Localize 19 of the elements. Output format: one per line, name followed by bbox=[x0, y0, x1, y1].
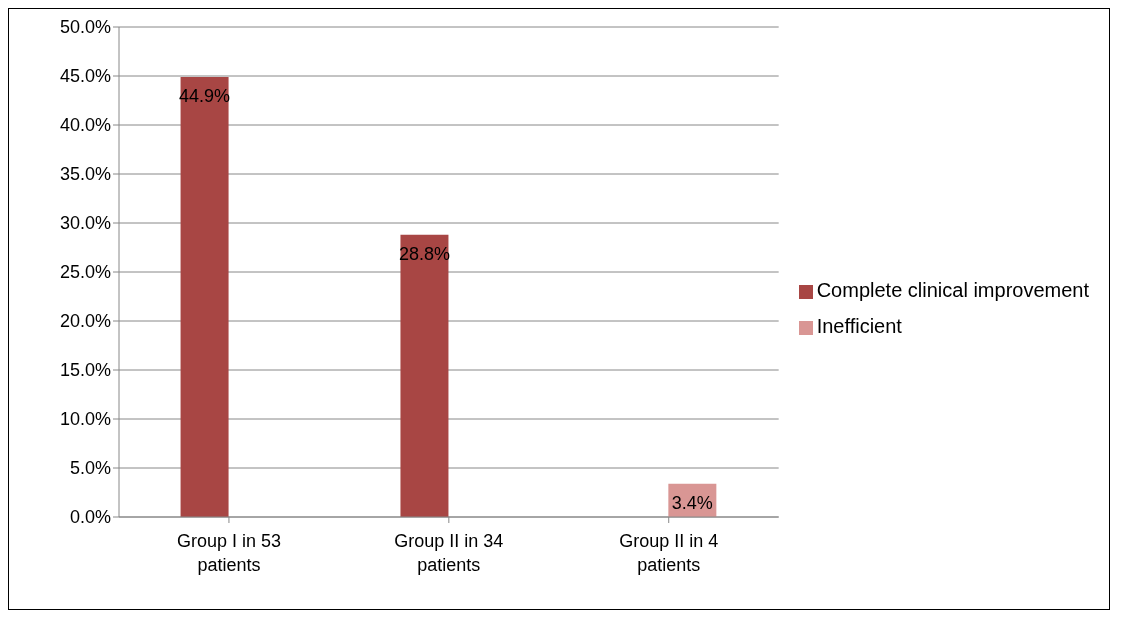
y-tick-label: 25.0% bbox=[59, 262, 111, 283]
bar bbox=[180, 76, 229, 517]
y-tick-label: 40.0% bbox=[59, 115, 111, 136]
legend-label: Complete clinical improvement bbox=[816, 279, 1089, 301]
y-tick-label: 50.0% bbox=[59, 17, 111, 38]
y-tick-label: 20.0% bbox=[59, 311, 111, 332]
x-tick-label: Group I in 53 patients bbox=[176, 531, 281, 575]
y-tick-label: 35.0% bbox=[59, 164, 111, 185]
bar bbox=[400, 234, 449, 517]
y-tick-label: 30.0% bbox=[59, 213, 111, 234]
data-label: 3.4% bbox=[671, 492, 713, 513]
legend-label: Inefficient bbox=[816, 315, 902, 337]
x-tick-label: Group II in 34 patients bbox=[394, 531, 504, 575]
y-tick-label: 5.0% bbox=[69, 458, 111, 479]
y-tick-label: 15.0% bbox=[59, 360, 111, 381]
y-tick-label: 0.0% bbox=[69, 507, 111, 528]
y-tick-label: 10.0% bbox=[59, 409, 111, 430]
x-tick-label: Group II in 4 patients bbox=[619, 531, 719, 575]
y-tick-label: 45.0% bbox=[59, 66, 111, 87]
